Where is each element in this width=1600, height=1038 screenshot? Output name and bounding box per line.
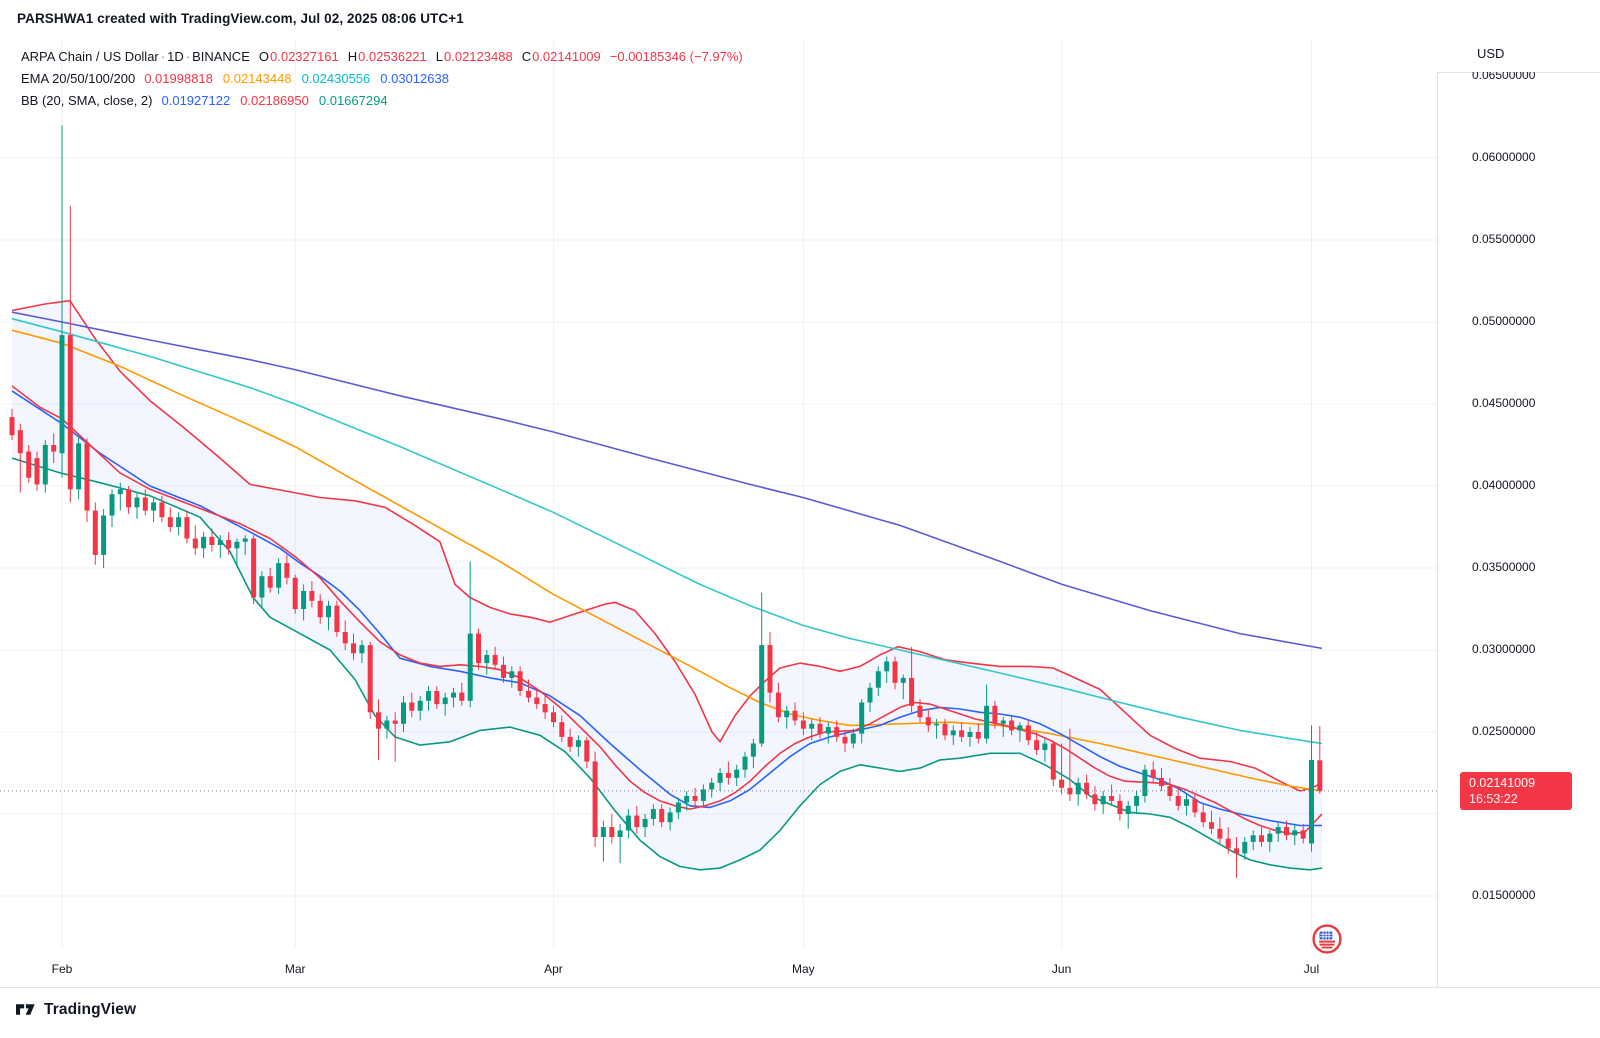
- legend-bb-row[interactable]: BB (20, SMA, close, 2) 0.01927122 0.02186…: [21, 91, 388, 109]
- price-axis-label: 0.02500000: [1472, 724, 1536, 738]
- price-axis-top-border: [1437, 72, 1600, 73]
- indicator-value: 0.02430556: [301, 70, 371, 86]
- indicator-value: 0.02186950: [240, 92, 309, 108]
- price-axis-label: 0.05500000: [1472, 232, 1536, 246]
- indicator-value: 0.03012638: [380, 70, 449, 86]
- chart-plot[interactable]: [0, 0, 1440, 987]
- legend-symbol-row[interactable]: ARPA Chain / US Dollar · 1D · BINANCE O 0.023…: [21, 47, 743, 65]
- ohlc-item: C 0.02141009: [521, 48, 601, 64]
- time-axis-label: Apr: [544, 962, 563, 976]
- time-axis-label: Jul: [1303, 962, 1320, 976]
- last-price-badge: 0.02141009 16:53:22: [1460, 771, 1572, 810]
- ohlc-item: O 0.02327161: [258, 48, 339, 64]
- ema50-line: [11, 329, 1323, 792]
- indicator-value: 0.01998818: [144, 70, 213, 86]
- bar-countdown: 16:53:22: [1469, 791, 1518, 806]
- ema-values: 0.01998818 0.02143448 0.02430556 0.03012638: [144, 71, 449, 86]
- time-axis-label: Jun: [1051, 962, 1072, 976]
- footer-bar: TradingView: [0, 988, 1600, 1038]
- time-axis-label: May: [792, 962, 815, 976]
- change-value: −0.00185346 (−7.97%): [609, 48, 743, 64]
- tradingview-logo-link[interactable]: TradingView: [16, 1000, 136, 1019]
- price-axis-label: 0.04500000: [1472, 396, 1536, 410]
- price-axis-label: 0.01500000: [1472, 888, 1536, 902]
- symbol-title: ARPA Chain / US Dollar · 1D · BINANCE: [21, 48, 250, 64]
- bb-values: 0.01927122 0.02186950 0.01667294: [162, 93, 388, 108]
- ema200-line: [11, 311, 1323, 650]
- candlestick-chart-canvas[interactable]: [0, 0, 1440, 987]
- exchange-label: BINANCE: [192, 48, 250, 64]
- ema100-line: [11, 317, 1323, 745]
- currency-unit-label[interactable]: USD: [1477, 46, 1505, 61]
- legend-ema-row[interactable]: EMA 20/50/100/200 0.01998818 0.02143448 0.…: [21, 69, 449, 87]
- time-scale[interactable]: Feb Mar Apr May Jun Jul: [0, 962, 1437, 984]
- time-axis-label: Feb: [51, 962, 73, 976]
- last-price-value: 0.02141009: [1469, 775, 1536, 790]
- ohlc-item: L 0.02123488: [435, 48, 513, 64]
- price-axis-label: 0.05000000: [1472, 314, 1536, 328]
- bb-indicator-label: BB (20, SMA, close, 2): [21, 92, 153, 108]
- time-axis-label: Mar: [284, 962, 306, 976]
- tradingview-logo-text: TradingView: [44, 1000, 137, 1018]
- indicator-value: 0.02143448: [222, 70, 292, 86]
- chart-snapshot-logo-icon: [1311, 923, 1343, 955]
- price-scale[interactable]: 0.06500000 0.06000000 0.05500000 0.05000000…: [1438, 72, 1600, 987]
- attribution-text: PARSHWA1 created with TradingView.com, J…: [17, 11, 464, 26]
- price-axis-label: 0.04000000: [1472, 478, 1536, 492]
- tradingview-logo-icon: [16, 1004, 35, 1015]
- ohlc-values: O 0.02327161 H 0.02536221 L 0.02123488 C 0.0214…: [259, 49, 601, 64]
- ohlc-item: H 0.02536221: [347, 48, 427, 64]
- price-axis-label: 0.03000000: [1472, 642, 1536, 656]
- time-axis-border: [0, 987, 1600, 988]
- price-axis-border: [1437, 72, 1438, 987]
- price-axis-label: 0.06000000: [1472, 150, 1536, 164]
- bb_basis-line: [11, 390, 1322, 827]
- indicator-value: 0.01927122: [161, 92, 231, 108]
- interval-label: 1D: [167, 48, 184, 64]
- price-axis-label: 0.03500000: [1472, 560, 1536, 574]
- price-axis-label: 0.06500000: [1472, 72, 1536, 82]
- indicator-value: 0.01667294: [318, 92, 388, 108]
- ema-indicator-label: EMA 20/50/100/200: [21, 70, 136, 86]
- bb_lower-line: [11, 457, 1323, 871]
